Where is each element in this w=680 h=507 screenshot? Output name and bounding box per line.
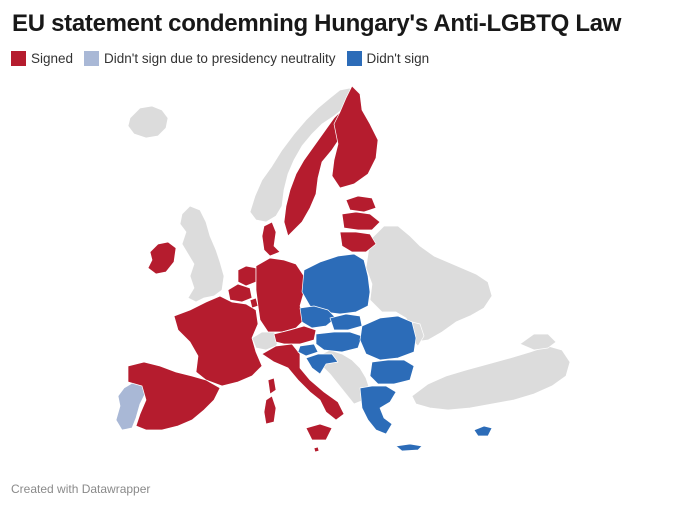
legend-label-signed: Signed — [31, 51, 74, 66]
legend-label-didnt-sign: Didn't sign — [366, 51, 430, 66]
iceland-shape — [127, 105, 169, 139]
turkey-shape — [411, 345, 571, 411]
footer-credit: Created with Datawrapper — [11, 482, 151, 496]
great-britain-shape — [179, 205, 225, 303]
didnt-sign-countries — [297, 253, 493, 452]
croatia-shape — [305, 353, 339, 375]
caucasus-shape — [519, 333, 557, 351]
estonia-shape — [345, 195, 377, 213]
slovenia-shape — [297, 343, 319, 357]
non-eu-countries — [127, 87, 571, 411]
cyprus-shape — [473, 425, 493, 437]
legend-swatch-signed — [11, 51, 26, 66]
spain-shape — [127, 361, 221, 431]
legend: Signed Didn't sign due to presidency neu… — [11, 51, 440, 66]
luxembourg-shape — [249, 297, 259, 309]
sardinia-shape — [263, 395, 277, 425]
hungary-shape — [315, 331, 363, 353]
legend-item-presidency: Didn't sign due to presidency neutrality — [84, 51, 336, 66]
finland-shape — [331, 85, 379, 189]
belarus-ukraine-russia-shape — [365, 225, 493, 343]
france-shape — [173, 295, 263, 387]
poland-shape — [301, 253, 371, 315]
bulgaria-shape — [369, 359, 415, 385]
legend-item-signed: Signed — [11, 51, 73, 66]
belgium-shape — [227, 283, 253, 303]
signed-countries — [127, 85, 381, 453]
sicily-shape — [305, 423, 333, 441]
legend-item-didnt-sign: Didn't sign — [346, 51, 430, 66]
malta-shape — [313, 446, 320, 453]
crete-shape — [395, 443, 423, 452]
corsica-shape — [267, 377, 277, 395]
legend-swatch-didnt-sign — [346, 51, 362, 66]
germany-shape — [255, 257, 307, 333]
greece-shape — [359, 385, 397, 435]
denmark-shape — [261, 221, 281, 257]
ireland-shape — [147, 241, 177, 275]
legend-label-presidency: Didn't sign due to presidency neutrality — [104, 51, 336, 66]
netherlands-shape — [237, 265, 257, 287]
map-title: EU statement condemning Hungary's Anti-L… — [12, 10, 622, 37]
lithuania-shape — [339, 231, 377, 253]
romania-shape — [359, 315, 417, 361]
legend-swatch-presidency — [84, 51, 100, 66]
italy-shape — [261, 343, 345, 421]
europe-map — [115, 85, 571, 453]
latvia-shape — [341, 211, 381, 231]
austria-shape — [273, 325, 317, 345]
